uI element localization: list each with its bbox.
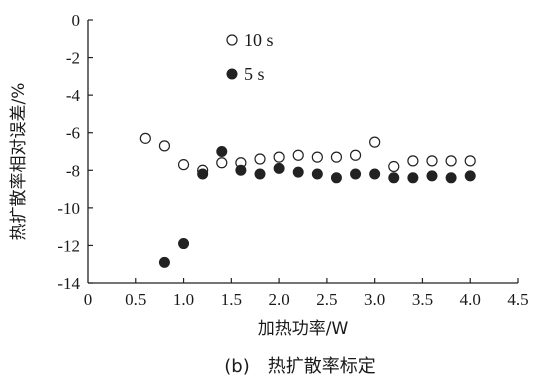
- x-tick-label: 4.5: [507, 290, 528, 309]
- data-point-5s: [369, 168, 381, 180]
- data-point-5s: [158, 256, 170, 268]
- data-point-10s: [388, 160, 400, 173]
- data-point-10s: [330, 151, 343, 163]
- y-tick-label: -2: [66, 49, 80, 68]
- data-point-5s: [197, 168, 209, 180]
- data-point-10s: [273, 151, 285, 163]
- data-point-10s: [139, 132, 151, 144]
- data-point-5s: [426, 170, 438, 182]
- data-point-10s: [311, 151, 323, 163]
- y-tick-label: -12: [57, 236, 80, 255]
- data-point-5s: [273, 162, 285, 174]
- legend-label-10s: 10 s: [244, 30, 274, 50]
- x-tick-label: 1.0: [173, 290, 194, 309]
- data-point-5s: [216, 146, 228, 157]
- data-point-5s: [445, 172, 457, 184]
- y-tick-label: -14: [57, 274, 80, 293]
- x-tick-label: 2.5: [316, 290, 337, 309]
- data-point-5s: [178, 238, 190, 250]
- data-point-10s: [426, 155, 438, 167]
- y-axis-title: 热扩散率相对误差/%: [9, 83, 29, 241]
- x-tick-label: 0: [84, 290, 93, 309]
- data-point-10s: [464, 155, 476, 167]
- data-point-5s: [311, 168, 323, 180]
- data-point-10s: [407, 155, 419, 167]
- data-point-10s: [254, 153, 266, 165]
- data-point-5s: [388, 172, 400, 184]
- data-point-5s: [407, 172, 419, 184]
- data-point-5s: [235, 164, 247, 176]
- x-tick-label: 3.0: [364, 290, 385, 309]
- x-tick-label: 1.5: [221, 290, 242, 309]
- figure-caption: (b) 热扩散率标定: [224, 356, 375, 377]
- data-point-5s: [464, 170, 476, 182]
- legend-label-5s: 5 s: [244, 64, 265, 84]
- y-tick-label: -10: [57, 199, 80, 218]
- data-point-10s: [369, 136, 381, 148]
- data-point-10s: [349, 149, 362, 161]
- x-tick-label: 3.5: [412, 290, 433, 309]
- x-axis-title: 加热功率/W: [258, 319, 349, 339]
- data-point-10s: [177, 159, 190, 171]
- x-tick-label: 2.0: [268, 290, 289, 309]
- data-point-5s: [254, 168, 266, 180]
- data-points: [139, 132, 476, 268]
- data-point-5s: [350, 168, 362, 180]
- legend-marker-5s: [226, 68, 238, 80]
- y-axis-ticks: 0 -2 -4 -6 -8 -10 -12 -14: [57, 11, 93, 293]
- x-tick-label: 4.0: [460, 290, 481, 309]
- legend: 10 s 5 s: [226, 30, 274, 84]
- data-point-10s: [158, 140, 171, 152]
- y-tick-label: -8: [66, 161, 80, 180]
- axes: [87, 20, 518, 284]
- x-tick-label: 0.5: [125, 290, 146, 309]
- data-point-5s: [292, 166, 304, 178]
- x-axis-ticks: 0 0.5 1.0 1.5 2.0 2.5 3.0 3.5 4.0 4.5: [84, 278, 529, 309]
- data-point-10s: [216, 157, 228, 169]
- legend-marker-10s: [226, 34, 238, 46]
- data-point-10s: [445, 155, 457, 167]
- y-tick-label: 0: [72, 11, 81, 30]
- data-point-10s: [292, 149, 304, 161]
- y-tick-label: -4: [66, 86, 81, 105]
- y-tick-label: -6: [66, 124, 80, 143]
- data-point-5s: [330, 172, 342, 184]
